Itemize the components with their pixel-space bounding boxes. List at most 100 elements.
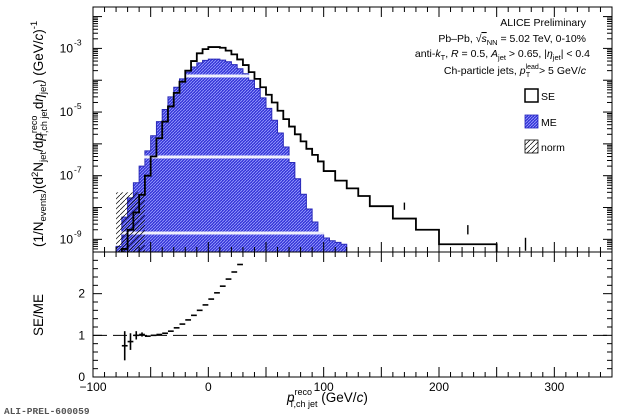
y-tick-label: 10	[60, 232, 74, 246]
me-bar	[167, 96, 175, 252]
annot-part: Ch-particle jets,	[444, 65, 520, 77]
me-bar	[150, 135, 157, 252]
me-bar	[283, 146, 290, 252]
x-tick-label: 200	[429, 380, 449, 394]
ylabel-sup: -1	[29, 21, 40, 29]
me-band	[127, 74, 278, 78]
legend-swatch-se	[524, 88, 539, 103]
legend-label-norm: norm	[541, 142, 565, 154]
annotation-block: ALICE Preliminary Pb–Pb, √sNN = 5.02 TeV…	[415, 17, 590, 79]
bottom-y-ticks: 0 1 2	[78, 251, 612, 384]
ylabel-part: p	[31, 133, 46, 142]
x-tick-label: 0	[205, 380, 212, 394]
ylabel-part: ) (GeV/	[31, 40, 46, 84]
me-bar	[191, 67, 198, 252]
me-bar	[289, 162, 296, 252]
me-bar	[317, 232, 324, 252]
ratio-points	[121, 263, 243, 361]
annot-sup: lead	[526, 64, 539, 71]
me-bar	[266, 108, 273, 252]
ylabel-part: c	[31, 34, 46, 41]
annot-part: √	[476, 33, 482, 45]
me-bar	[254, 88, 261, 252]
me-bar	[156, 121, 163, 252]
ylabel-sub: jet	[38, 152, 49, 163]
legend-label-se: SE	[541, 91, 555, 103]
ylabel-sub: T,ch jet	[39, 109, 49, 138]
norm-region	[116, 192, 145, 252]
me-bar	[306, 208, 313, 252]
bottom-y-axis-label: SE/ME	[31, 294, 46, 336]
annot-part: p	[519, 65, 526, 77]
me-bar	[329, 240, 336, 252]
me-bar	[162, 109, 169, 252]
xlabel-part: c	[357, 390, 364, 405]
y-tick-exponent: -7	[74, 165, 82, 175]
annot-part: R	[451, 48, 459, 60]
xlabel-part: (GeV/	[318, 390, 357, 405]
ylabel-sup: reco	[29, 116, 39, 134]
y-tick-exponent: -9	[74, 228, 82, 238]
top-x-ticks	[92, 7, 613, 252]
y-tick-label: 10	[60, 41, 74, 55]
annot-sub: jet	[552, 53, 562, 62]
legend: SE ME norm	[524, 88, 565, 154]
ylabel-sub: jet	[38, 84, 49, 95]
me-bar	[300, 194, 307, 252]
ylabel-sub: events	[38, 193, 49, 221]
x-tick-label: 300	[544, 380, 564, 394]
me-bar	[185, 72, 192, 252]
y-tick-label: 2	[78, 287, 85, 301]
annot-part: k	[435, 48, 441, 60]
bottom-panel: 012 −100 0 100 200 300 SE/ME preco T,ch jet (…	[31, 251, 613, 409]
bottom-x-ticks: −100 0 100 200 300	[79, 252, 613, 394]
me-bar	[237, 68, 244, 252]
annotation-line-3: anti-kT, R = 0.5, Ajet > 0.65, |ηjet| < …	[415, 48, 590, 62]
me-bar	[242, 73, 249, 252]
y-tick-label: 1	[78, 328, 85, 342]
ylabel-part: d	[31, 102, 46, 110]
legend-swatch-norm	[524, 139, 539, 154]
y-tick-exponent: -5	[74, 101, 82, 111]
me-bar	[260, 97, 267, 252]
se-outline	[120, 46, 556, 252]
top-y-ticks: 10-910-710-510-3	[60, 6, 612, 253]
y-tick-label: 10	[60, 105, 74, 119]
annot-part: | < 0.4	[561, 48, 590, 60]
legend-label-me: ME	[541, 117, 557, 129]
ylabel-part: (1/N	[31, 221, 46, 247]
annotation-line-1: ALICE Preliminary	[500, 17, 587, 29]
me-bar	[335, 242, 342, 252]
ylabel-part: η	[31, 94, 46, 102]
me-bar	[271, 120, 278, 252]
top-y-axis-label: (1/Nevents)(d2Njet/dprecoT,ch jetdηjet) …	[29, 21, 49, 247]
me-bar	[323, 238, 330, 252]
ylabel-part: )(d	[31, 177, 46, 194]
me-outline	[115, 58, 348, 252]
annot-part: > 5 GeV/	[536, 65, 581, 77]
me-bar	[277, 132, 284, 252]
norm-hatch	[116, 192, 145, 252]
annotation-line-2: Pb–Pb, √sNN = 5.02 TeV, 0-10%	[438, 33, 586, 47]
bottom-plot-frame	[92, 251, 613, 378]
ylabel-part: )	[31, 29, 46, 34]
annot-part: s	[481, 33, 487, 45]
top-panel: 10-910-710-510-3 (1/Nevents)(d2Njet/dpre…	[29, 6, 613, 253]
annot-part: Pb–Pb,	[438, 33, 475, 45]
bottom-x-axis-label: preco T,ch jet (GeV/c)	[286, 387, 368, 409]
me-bar	[340, 244, 348, 252]
xlabel-sub: T,ch jet	[289, 399, 318, 409]
annot-part: = 0.5,	[459, 48, 491, 60]
y-tick-label: 10	[60, 169, 74, 183]
me-band	[116, 231, 347, 235]
annot-part: = 5.02 TeV, 0-10%	[498, 33, 586, 45]
y-tick-label: 0	[78, 370, 85, 384]
legend-swatch-me	[524, 114, 539, 129]
me-bar	[179, 78, 186, 252]
me-bar	[144, 150, 151, 252]
ylabel-sup: 2	[30, 172, 41, 177]
annot-sub: jet	[497, 53, 507, 62]
me-bar	[294, 178, 301, 252]
annot-part: ,	[445, 48, 451, 60]
